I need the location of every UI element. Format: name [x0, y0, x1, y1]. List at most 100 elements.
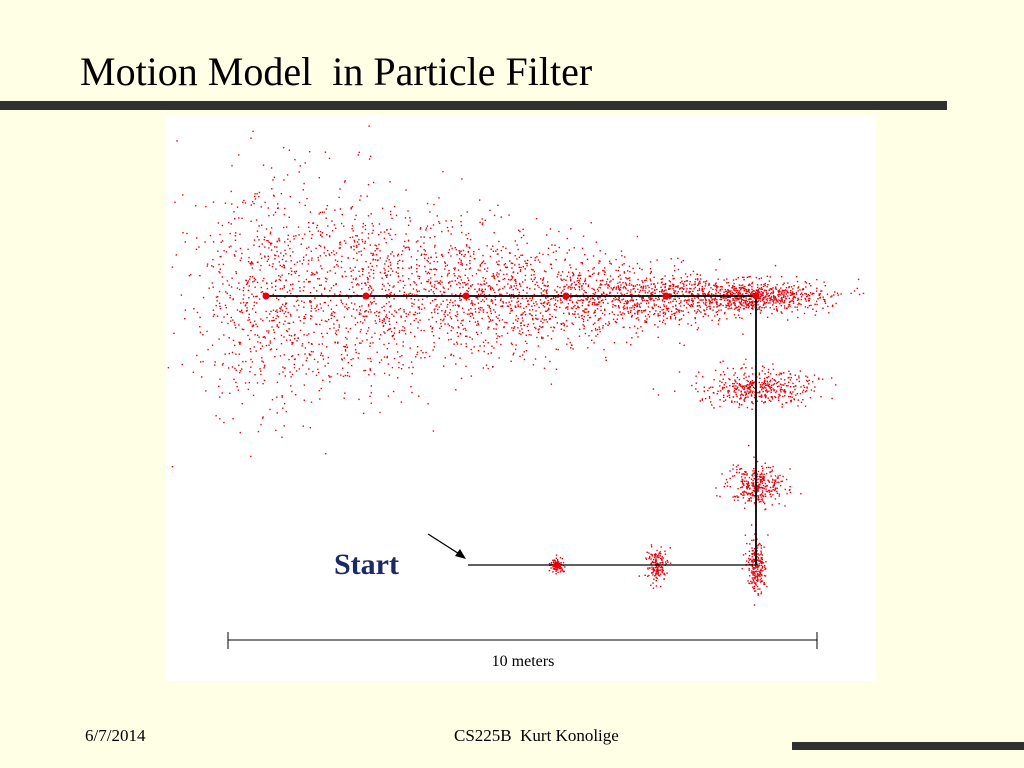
particle — [623, 305, 626, 307]
particle — [545, 319, 547, 321]
particle — [293, 358, 296, 361]
particle — [350, 275, 353, 277]
particle — [469, 260, 471, 262]
particle — [355, 214, 357, 217]
particle — [277, 207, 279, 209]
particle — [530, 256, 532, 259]
particle — [740, 298, 742, 300]
particle — [383, 317, 385, 320]
particle — [575, 307, 577, 310]
particle — [247, 289, 250, 292]
particle — [638, 305, 641, 307]
particle — [456, 343, 459, 345]
particle — [343, 240, 346, 242]
particle — [641, 280, 643, 282]
particle — [594, 315, 597, 317]
particle — [494, 291, 496, 294]
particle — [267, 258, 270, 261]
particle — [797, 316, 799, 319]
particle — [634, 291, 636, 293]
particle — [438, 282, 440, 284]
particle — [666, 307, 668, 309]
particle — [792, 298, 794, 300]
particle — [641, 298, 643, 300]
particle — [761, 465, 763, 468]
particle — [451, 326, 453, 328]
particle — [758, 564, 760, 567]
particle — [215, 296, 218, 298]
particle — [510, 286, 513, 288]
particle — [386, 329, 389, 332]
particle — [309, 301, 311, 303]
particle — [524, 268, 526, 270]
particle — [260, 264, 262, 267]
particle — [372, 269, 375, 272]
particle — [752, 472, 755, 475]
particle — [692, 303, 694, 305]
particle — [573, 287, 576, 289]
particle — [759, 588, 761, 590]
particle — [497, 204, 499, 206]
particle — [778, 291, 780, 293]
particle — [379, 411, 381, 414]
particle — [641, 330, 644, 332]
particle — [551, 267, 553, 270]
particle — [727, 304, 729, 306]
particle — [334, 259, 337, 261]
particle — [681, 291, 683, 293]
particle — [677, 290, 679, 293]
particle — [757, 588, 759, 590]
particle — [196, 311, 199, 314]
particle — [678, 323, 680, 326]
particle — [218, 290, 221, 293]
particle — [655, 580, 657, 582]
particle — [389, 328, 391, 330]
particle — [680, 261, 683, 263]
particle — [308, 353, 311, 355]
particle — [384, 322, 387, 325]
particle — [263, 364, 266, 367]
particle — [518, 256, 521, 258]
particle — [746, 560, 748, 562]
particle — [482, 254, 484, 257]
particle — [545, 290, 548, 292]
particle — [361, 305, 363, 307]
particle — [751, 556, 753, 558]
particle — [765, 508, 767, 510]
particle — [669, 285, 671, 288]
particle — [775, 374, 778, 376]
particle — [391, 335, 394, 337]
particle — [436, 304, 438, 306]
particle — [645, 279, 647, 281]
particle — [775, 302, 777, 304]
particle — [659, 320, 661, 322]
particle — [397, 276, 400, 278]
particle — [761, 554, 764, 556]
particle — [310, 237, 313, 239]
particle — [778, 299, 780, 301]
particle — [230, 190, 232, 193]
particle — [587, 296, 589, 299]
particle — [753, 581, 755, 583]
particle — [375, 254, 378, 256]
particle — [497, 317, 499, 319]
particle — [724, 482, 727, 485]
particle — [585, 292, 587, 294]
particle — [568, 299, 571, 301]
particle — [483, 290, 485, 293]
particle — [719, 290, 721, 292]
particle — [751, 381, 753, 384]
particle — [804, 391, 807, 393]
particle — [404, 333, 407, 335]
particle — [756, 301, 759, 303]
particle — [257, 430, 260, 433]
particle — [735, 278, 737, 281]
particle — [512, 288, 514, 291]
particle — [491, 300, 493, 302]
particle — [594, 322, 596, 324]
particle — [542, 304, 544, 307]
particle — [713, 392, 715, 394]
particle — [738, 384, 740, 386]
particle — [321, 236, 323, 238]
particle — [481, 223, 484, 226]
